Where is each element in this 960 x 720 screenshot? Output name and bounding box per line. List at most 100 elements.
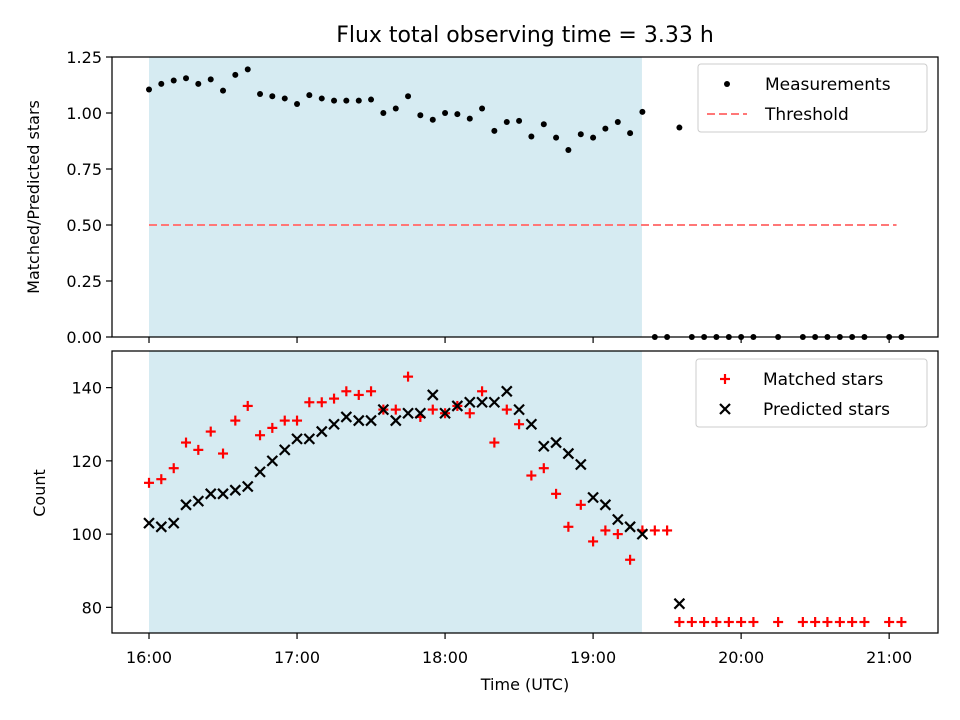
predicted-star-point	[550, 436, 562, 449]
matched-star-point	[773, 617, 784, 628]
predicted-star-point	[501, 385, 513, 398]
measurement-point	[232, 71, 239, 78]
measurement-point	[294, 101, 301, 108]
measurement-point	[183, 75, 190, 82]
matched-star-point	[674, 617, 685, 628]
matched-star-point	[662, 525, 673, 536]
measurement-point	[627, 130, 634, 137]
legend-predicted-marker	[719, 403, 731, 415]
legend-measurements-marker	[724, 81, 730, 87]
predicted-star-point	[636, 528, 649, 540]
measurement-point	[565, 146, 572, 153]
y-tick-label: 120	[71, 452, 102, 471]
matched-star-point	[427, 404, 438, 415]
predicted-star-point	[488, 396, 501, 409]
predicted-star-point	[155, 521, 168, 533]
legend-predicted-cross	[719, 403, 731, 415]
legend-measurements-label: Measurements	[765, 75, 891, 95]
matched-star-point	[316, 397, 327, 408]
y-tick-label: 0.00	[66, 328, 102, 347]
predicted-star-point	[587, 491, 599, 504]
top-y-axis-label: Matched/Predicted stars	[24, 100, 43, 294]
measurement-point	[281, 95, 288, 102]
measurement-point	[158, 80, 165, 87]
top-legend: Measurements Threshold	[697, 63, 928, 133]
predicted-star-point	[204, 488, 217, 500]
matched-star-point	[822, 617, 833, 628]
predicted-star-point	[352, 414, 365, 427]
legend-threshold-label: Threshold	[764, 105, 849, 125]
predicted-star-point	[192, 495, 205, 507]
bottom-panel-frame	[111, 350, 939, 634]
top-panel-marks	[146, 66, 905, 340]
measurement-point	[590, 134, 597, 141]
predicted-star-point	[476, 396, 488, 409]
y-tick-label: 0.25	[66, 272, 102, 291]
predicted-star-point	[427, 389, 439, 401]
measurement-point	[170, 77, 177, 84]
matched-star-point	[279, 415, 290, 426]
matched-star-point	[896, 617, 907, 628]
y-tick-label: 1.25	[66, 48, 102, 67]
matched-star-point	[477, 386, 488, 397]
matched-star-point	[612, 529, 623, 540]
measurement-point	[368, 96, 375, 103]
matched-star-point	[514, 419, 525, 430]
matched-star-point	[847, 617, 858, 628]
measurement-point	[553, 134, 560, 141]
matched-star-point	[748, 617, 759, 628]
matched-star-point	[403, 371, 414, 382]
matched-star-point	[255, 430, 266, 441]
measurement-point	[491, 127, 498, 134]
measurement-point	[269, 93, 276, 100]
predicted-star-point	[254, 466, 266, 478]
chart-title: Flux total observing time = 3.33 h	[336, 23, 714, 48]
x-tick-label: 17:00	[274, 648, 320, 667]
predicted-star-point	[340, 411, 353, 423]
matched-star-point	[859, 617, 870, 628]
measurement-point	[454, 111, 461, 118]
matched-star-point	[218, 448, 229, 459]
top-panel-shaded-span	[149, 57, 642, 337]
legend-matched-marker	[720, 374, 730, 384]
matched-star-point	[156, 474, 167, 485]
matched-star-point	[723, 617, 734, 628]
measurement-point	[614, 118, 621, 125]
predicted-star-point	[464, 396, 476, 409]
matched-star-point	[181, 437, 192, 448]
measurement-point	[392, 105, 399, 112]
predicted-star-point	[217, 488, 229, 500]
matched-star-point	[304, 397, 315, 408]
matched-star-point	[205, 426, 216, 437]
legend-predicted-label: Predicted stars	[763, 400, 890, 420]
predicted-star-point	[402, 407, 414, 420]
matched-star-point	[341, 386, 352, 397]
matched-star-point	[588, 536, 599, 547]
measurement-point	[331, 97, 338, 104]
matched-star-point	[353, 389, 364, 400]
x-tick-label: 21:00	[866, 648, 912, 667]
shaded-observing-span	[149, 57, 642, 337]
predicted-star-point	[167, 517, 180, 529]
predicted-star-point	[612, 513, 624, 526]
matched-star-point	[168, 463, 179, 474]
matched-star-point	[526, 470, 537, 481]
matched-star-point	[810, 617, 821, 628]
predicted-star-point	[575, 458, 587, 471]
matched-star-point	[797, 617, 808, 628]
measurement-point	[417, 112, 424, 119]
measurement-point	[429, 116, 436, 123]
matched-star-point	[144, 477, 155, 488]
matched-star-point	[292, 415, 303, 426]
x-tick-label: 20:00	[718, 648, 764, 667]
matched-star-point	[625, 554, 636, 565]
predicted-star-point	[451, 400, 464, 412]
y-tick-label: 100	[71, 525, 102, 544]
predicted-star-point	[328, 418, 340, 431]
y-tick-label: 140	[71, 379, 102, 398]
predicted-star-point	[513, 403, 525, 416]
matched-star-point	[686, 617, 697, 628]
matched-star-point	[501, 404, 512, 415]
measurement-point	[639, 108, 646, 115]
